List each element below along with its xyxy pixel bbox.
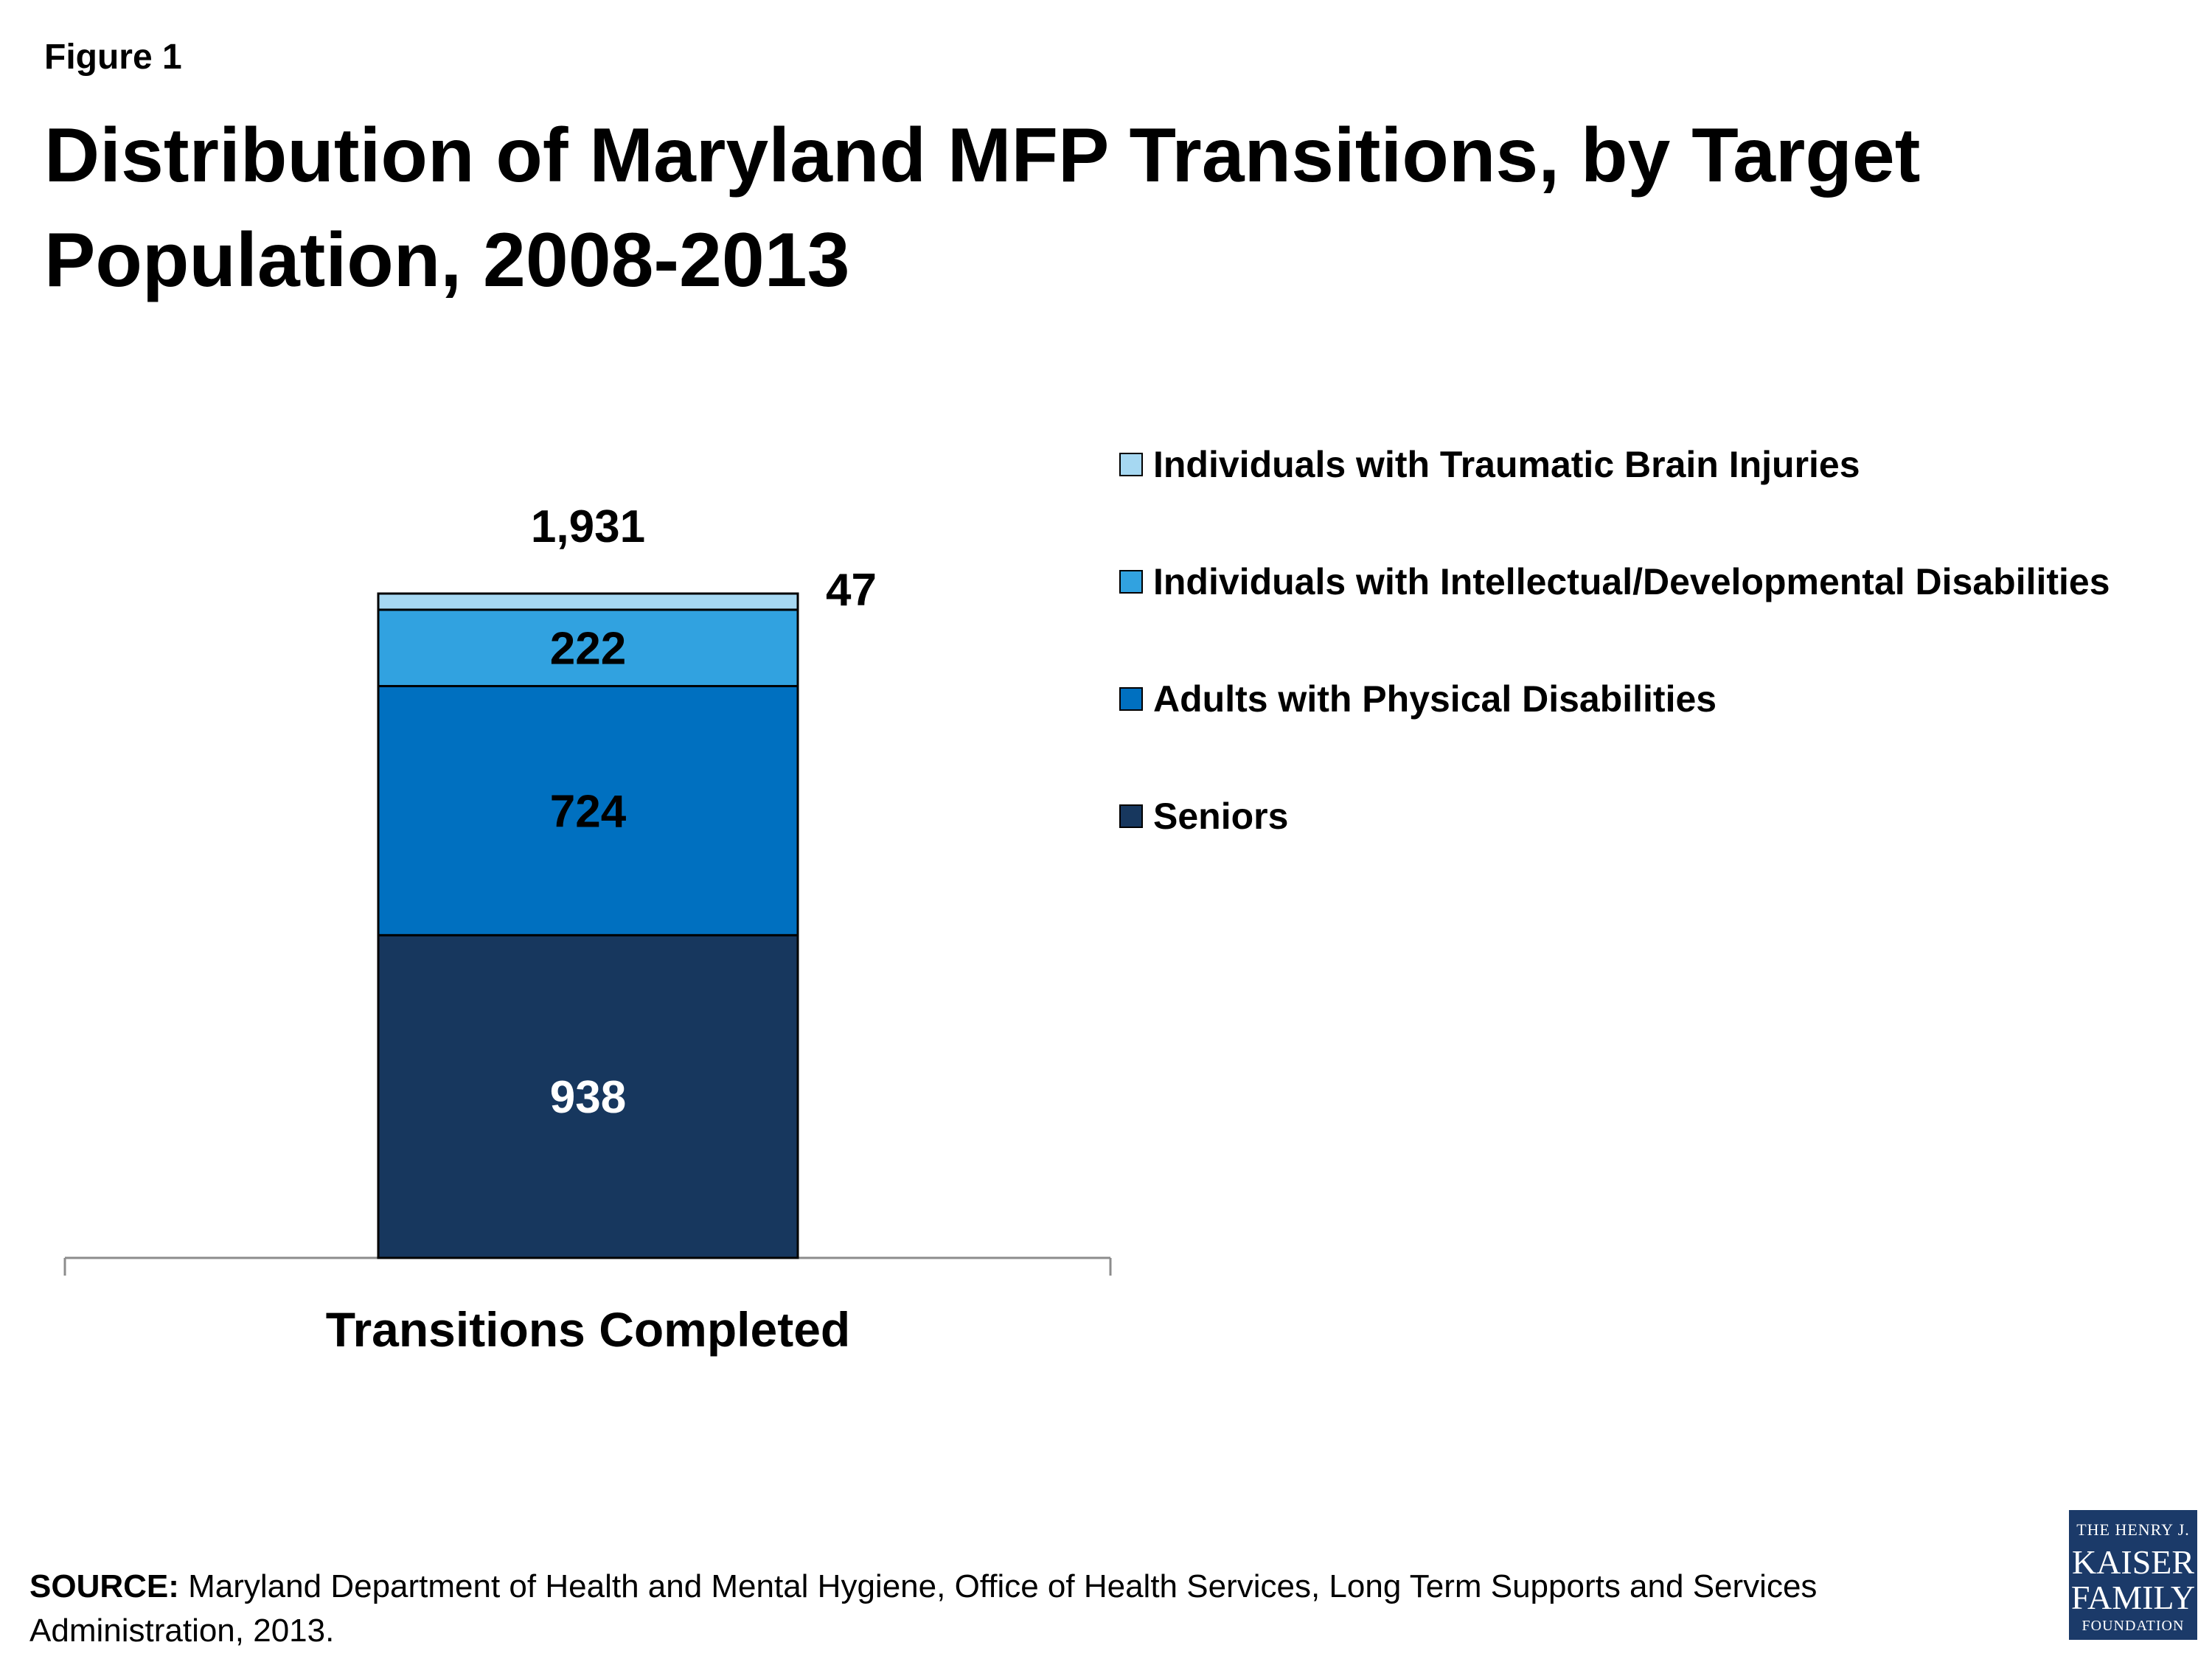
legend-swatch: [1119, 686, 1143, 711]
legend-swatch: [1119, 569, 1143, 594]
data-label-individuals-with-traumatic-brain-injuries: 47: [826, 565, 877, 616]
bar-segment-individuals-with-traumatic-brain-injuries: [377, 592, 799, 611]
logo-line-3: FAMILY: [2070, 1579, 2196, 1616]
source-label: SOURCE:: [29, 1568, 179, 1604]
data-label-seniors: 938: [550, 1072, 626, 1123]
legend-item-individuals-with-intellectual-developmental-disabilities: Individuals with Intellectual/Developmen…: [1119, 560, 2110, 604]
logo-line-2: KAISER: [2071, 1543, 2195, 1581]
kff-logo: THE HENRY J. KAISER FAMILY FOUNDATION: [2069, 1510, 2197, 1640]
chart-title: Distribution of Maryland MFP Transitions…: [44, 113, 1921, 303]
legend-item-seniors: Seniors: [1119, 794, 1288, 838]
source-note: SOURCE: Maryland Department of Health an…: [29, 1565, 2020, 1653]
legend-label: Individuals with Traumatic Brain Injurie…: [1153, 444, 1860, 485]
bar-segment-seniors: [377, 933, 799, 1259]
source-text: Maryland Department of Health and Mental…: [29, 1568, 1818, 1649]
legend-label: Adults with Physical Disabilities: [1153, 678, 1717, 720]
legend-swatch: [1119, 452, 1143, 476]
category-label: Transitions Completed: [326, 1302, 850, 1357]
legend-item-individuals-with-traumatic-brain-injuries: Individuals with Traumatic Brain Injurie…: [1119, 442, 1860, 487]
total-label: 1,931: [531, 501, 645, 552]
data-label-adults-with-physical-disabilities: 724: [550, 786, 627, 837]
logo-line-4: FOUNDATION: [2081, 1618, 2185, 1634]
legend-label: Individuals with Intellectual/Developmen…: [1153, 561, 2110, 602]
legend-label: Seniors: [1153, 796, 1289, 837]
legend-item-adults-with-physical-disabilities: Adults with Physical Disabilities: [1119, 677, 1717, 721]
logo-line-1: THE HENRY J.: [2076, 1520, 2190, 1539]
figure-label: Figure 1: [44, 38, 182, 77]
legend-swatch: [1119, 804, 1143, 828]
bar-segment-adults-with-physical-disabilities: [377, 685, 799, 936]
data-label-individuals-with-intellectual-developmental-disabilities: 222: [550, 624, 626, 675]
